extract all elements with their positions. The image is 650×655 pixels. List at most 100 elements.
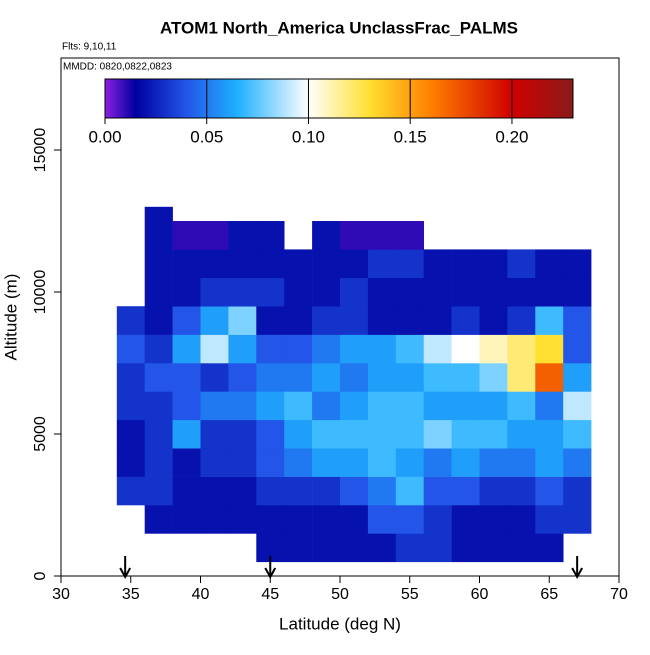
heat-cell (563, 448, 592, 477)
heat-cell (256, 505, 285, 534)
heat-cell (340, 476, 369, 506)
heat-cell (256, 306, 285, 335)
heat-cell (200, 448, 229, 477)
heat-cell (312, 419, 341, 449)
heat-cell (367, 533, 397, 563)
heat-cell (144, 306, 173, 335)
heat-cell (535, 391, 564, 421)
heat-cell (144, 334, 173, 364)
heat-cell (395, 334, 424, 364)
heat-cell (423, 306, 452, 335)
heat-cell (116, 419, 145, 449)
heat-cell (340, 306, 369, 335)
heat-cell (144, 363, 173, 392)
heat-cell (395, 419, 424, 449)
heat-cell (423, 533, 452, 563)
x-tick-label: 65 (540, 586, 558, 603)
x-tick-label: 40 (192, 586, 210, 603)
heat-cell (395, 249, 424, 279)
heat-cell (563, 363, 592, 392)
heat-cell (144, 448, 173, 477)
heat-cell (451, 277, 480, 307)
heat-cell (200, 476, 229, 506)
heat-cell (284, 476, 313, 506)
heat-cell (367, 277, 397, 307)
heat-cell (340, 249, 369, 279)
heat-cell (200, 306, 229, 335)
heat-cell (200, 391, 229, 421)
heat-cell (284, 306, 313, 335)
heat-cell (284, 363, 313, 392)
y-tick-label: 15000 (32, 128, 49, 173)
heat-cell (116, 476, 145, 506)
heat-cell (535, 277, 564, 307)
heat-cell (312, 505, 341, 534)
heat-cell (367, 391, 397, 421)
heat-cell (451, 505, 480, 534)
heat-cell (535, 476, 564, 506)
heat-cell (479, 476, 508, 506)
heat-cell (144, 476, 173, 506)
heat-cell (284, 448, 313, 477)
heat-cell (228, 334, 257, 364)
heat-cell (451, 476, 480, 506)
heat-cell (423, 249, 452, 279)
heat-cell (256, 476, 285, 506)
heat-cell (507, 334, 536, 364)
heat-cell (256, 391, 285, 421)
heat-cell (340, 419, 369, 449)
heat-cell (451, 363, 480, 392)
heat-cell (228, 306, 257, 335)
heat-cell (535, 306, 564, 335)
heat-cell (284, 533, 313, 563)
heat-cell (228, 277, 257, 307)
heat-cell (172, 363, 201, 392)
heat-cell (423, 476, 452, 506)
heat-cell (172, 505, 201, 534)
heat-cell (256, 277, 285, 307)
heat-cell (284, 334, 313, 364)
heat-cell (228, 476, 257, 506)
heat-cell (479, 391, 508, 421)
heat-cell (395, 277, 424, 307)
heat-cell (507, 249, 536, 279)
heat-cell (479, 306, 508, 335)
y-tick-label: 5000 (32, 416, 49, 452)
heat-cell (256, 334, 285, 364)
heat-cell (284, 249, 313, 279)
heat-cell (312, 221, 341, 250)
heat-cell (451, 249, 480, 279)
heat-cell (172, 249, 201, 279)
heat-cell (116, 306, 145, 335)
heat-cell (200, 249, 229, 279)
heat-cell (200, 505, 229, 534)
heat-cell (312, 334, 341, 364)
y-tick-label: 0 (32, 571, 49, 580)
heat-cell (228, 221, 257, 250)
heat-cell (535, 419, 564, 449)
heat-cell (200, 363, 229, 392)
heat-cell (563, 249, 592, 279)
heat-cell (144, 221, 173, 250)
heat-cell (451, 391, 480, 421)
heat-cell (563, 277, 592, 307)
heat-cell (451, 419, 480, 449)
heat-cell (172, 277, 201, 307)
heat-cell (284, 419, 313, 449)
heat-cell (479, 249, 508, 279)
chart-title: ATOM1 North_America UnclassFrac_PALMS (160, 18, 518, 37)
heat-cell (312, 391, 341, 421)
dates-note: MMDD: 0820,0822,0823 (63, 62, 172, 73)
heat-cell (367, 476, 397, 506)
heat-cell (256, 363, 285, 392)
heat-cell (312, 306, 341, 335)
heat-cell (228, 391, 257, 421)
colorbar-tick-label: 0.00 (88, 127, 121, 146)
flights-note: Flts: 9,10,11 (62, 42, 117, 53)
heat-cell (228, 249, 257, 279)
heat-cell (451, 448, 480, 477)
heat-cell (535, 249, 564, 279)
heat-cell (172, 334, 201, 364)
heat-cell (479, 363, 508, 392)
